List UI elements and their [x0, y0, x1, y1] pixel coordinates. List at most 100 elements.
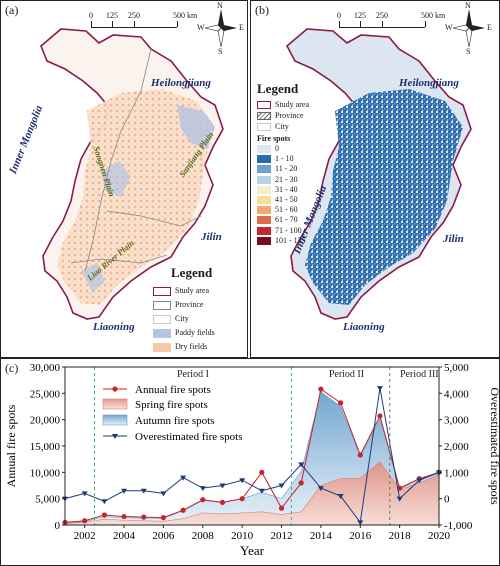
legend-label-province: Province	[275, 111, 304, 120]
x-tick-label: 2002	[74, 530, 96, 542]
legend-swatch-study-area	[153, 287, 171, 296]
period-label: Period II	[329, 369, 364, 380]
legend-swatch-province	[257, 112, 271, 120]
legend-label-study-area: Study area	[175, 286, 209, 295]
annual-point	[160, 515, 167, 521]
period-label: Period I	[177, 369, 209, 380]
north-arrow-icon	[204, 9, 237, 48]
legend-swatch-province	[153, 301, 171, 310]
annual-point	[239, 496, 245, 502]
overestimated-point	[219, 483, 226, 489]
scale-label: 250	[128, 11, 140, 20]
panel-b-map: (b) 0 125 250 500 km N S W E Heilongjian…	[250, 0, 500, 358]
legend-over-marker	[112, 434, 118, 439]
province-label-heilongjiang: Heilongjiang	[151, 77, 211, 89]
overestimated-line	[64, 387, 440, 524]
fire-legend-swatch	[257, 196, 271, 204]
overestimated-point	[101, 499, 108, 505]
fire-legend-swatch	[257, 155, 271, 164]
compass-s: S	[218, 47, 223, 56]
province-label-heilongjiang: Heilongjiang	[399, 77, 459, 89]
scale-bar	[339, 21, 425, 28]
panel-a-map: (a) 0 125 250 500 km N S W E Heilongjian…	[0, 0, 248, 358]
fire-legend-swatch	[257, 175, 271, 184]
legend-label-paddy: Paddy fields	[175, 328, 215, 337]
legend-swatch-dry	[153, 343, 171, 352]
overestimated-point	[396, 496, 403, 502]
annual-point	[101, 512, 107, 518]
legend-autumn-label: Autumn fire spots	[135, 415, 214, 427]
fire-legend-swatch	[257, 206, 271, 215]
annual-point	[141, 514, 147, 520]
legend-spring-swatch	[102, 398, 128, 410]
overestimated-point	[258, 488, 265, 494]
annual-point	[278, 505, 285, 511]
paddy-fields-region	[177, 105, 215, 149]
compass-n: N	[465, 1, 471, 10]
annual-point	[200, 497, 206, 503]
legend-swatch-study-area	[257, 101, 271, 109]
x-tick-label: 2006	[152, 530, 175, 542]
overestimated-point	[416, 478, 423, 484]
y-right-tick-label: 5,000	[444, 362, 469, 374]
annual-point	[357, 452, 363, 458]
y-left-tick-label: 30,000	[30, 362, 61, 374]
compass-e: E	[239, 23, 244, 32]
paddy-fields-region-3	[81, 263, 105, 293]
overestimated-point	[317, 486, 324, 492]
legend-swatch-city	[257, 123, 271, 131]
y-left-tick-label: 5,000	[35, 494, 60, 506]
fire-legend-label: 31 - 40	[275, 184, 298, 194]
fire-legend-title: Fire spots	[257, 134, 291, 143]
overestimated-point	[357, 520, 364, 526]
y-right-axis-label: Overestimated fire spots	[488, 387, 499, 505]
province-boundary-2	[106, 210, 202, 227]
annual-point	[318, 386, 324, 392]
fire-legend-label: 11 - 20	[275, 164, 298, 174]
dry-fields-region	[57, 89, 215, 305]
overestimated-point	[278, 483, 285, 489]
fire-legend-swatch	[257, 145, 271, 153]
scale-bar-tick	[91, 21, 92, 27]
legend-spring-label: Spring fire spots	[135, 399, 208, 411]
overestimated-point	[376, 386, 383, 392]
panel-a-map-graphic	[40, 28, 224, 320]
y-right-tick-label: 1,000	[444, 467, 469, 479]
compass-e: E	[487, 23, 492, 32]
legend-label-study-area: Study area	[275, 100, 309, 109]
overestimated-point	[81, 491, 88, 497]
y-left-tick-label: 0	[55, 520, 61, 532]
annual-point	[180, 507, 186, 513]
scale-bar-tick	[112, 21, 113, 27]
annual-point	[298, 480, 304, 486]
panel-c-chart: (c) Period I Period II Period III 2002 2004 2…	[0, 358, 500, 566]
fire-legend-swatch	[257, 216, 271, 225]
annual-point	[259, 469, 265, 475]
y-left-tick-label: 25,000	[30, 388, 61, 400]
legend-label-city: City	[275, 122, 289, 131]
legend-swatch-city	[153, 315, 171, 324]
x-tick-label: 2004	[113, 530, 136, 542]
scale-bar-tick	[177, 21, 178, 27]
x-tick-label: 2018	[389, 530, 412, 542]
y-right-tick-label: 0	[444, 494, 450, 506]
y-left-axis-label: Annual fire spots	[4, 404, 18, 487]
overestimated-point	[180, 475, 187, 481]
scale-label: 500 km	[421, 11, 446, 20]
fire-legend-label: 51 - 60	[275, 205, 298, 215]
x-axis-label: Year	[240, 543, 265, 558]
scale-bar-tick	[425, 21, 426, 27]
x-tick-label: 2014	[310, 530, 333, 542]
fire-legend-label: 71 - 100	[275, 225, 302, 235]
panel-b-map-graphic	[285, 28, 472, 320]
legend-label-dry: Dry fields	[175, 342, 208, 351]
legend-title: Legend	[171, 265, 213, 280]
scale-label: 125	[106, 11, 118, 20]
y-right-tick-label: -1,000	[444, 520, 473, 532]
fire-legend-swatch	[257, 185, 271, 194]
y-right-tick-label: 2,000	[444, 441, 469, 453]
fire-legend-label: 1 - 10	[275, 154, 294, 164]
legend-label-province: Province	[175, 300, 204, 309]
province-label-liaoning: Liaoning	[343, 321, 385, 333]
panel-a-label: (a)	[5, 3, 19, 17]
